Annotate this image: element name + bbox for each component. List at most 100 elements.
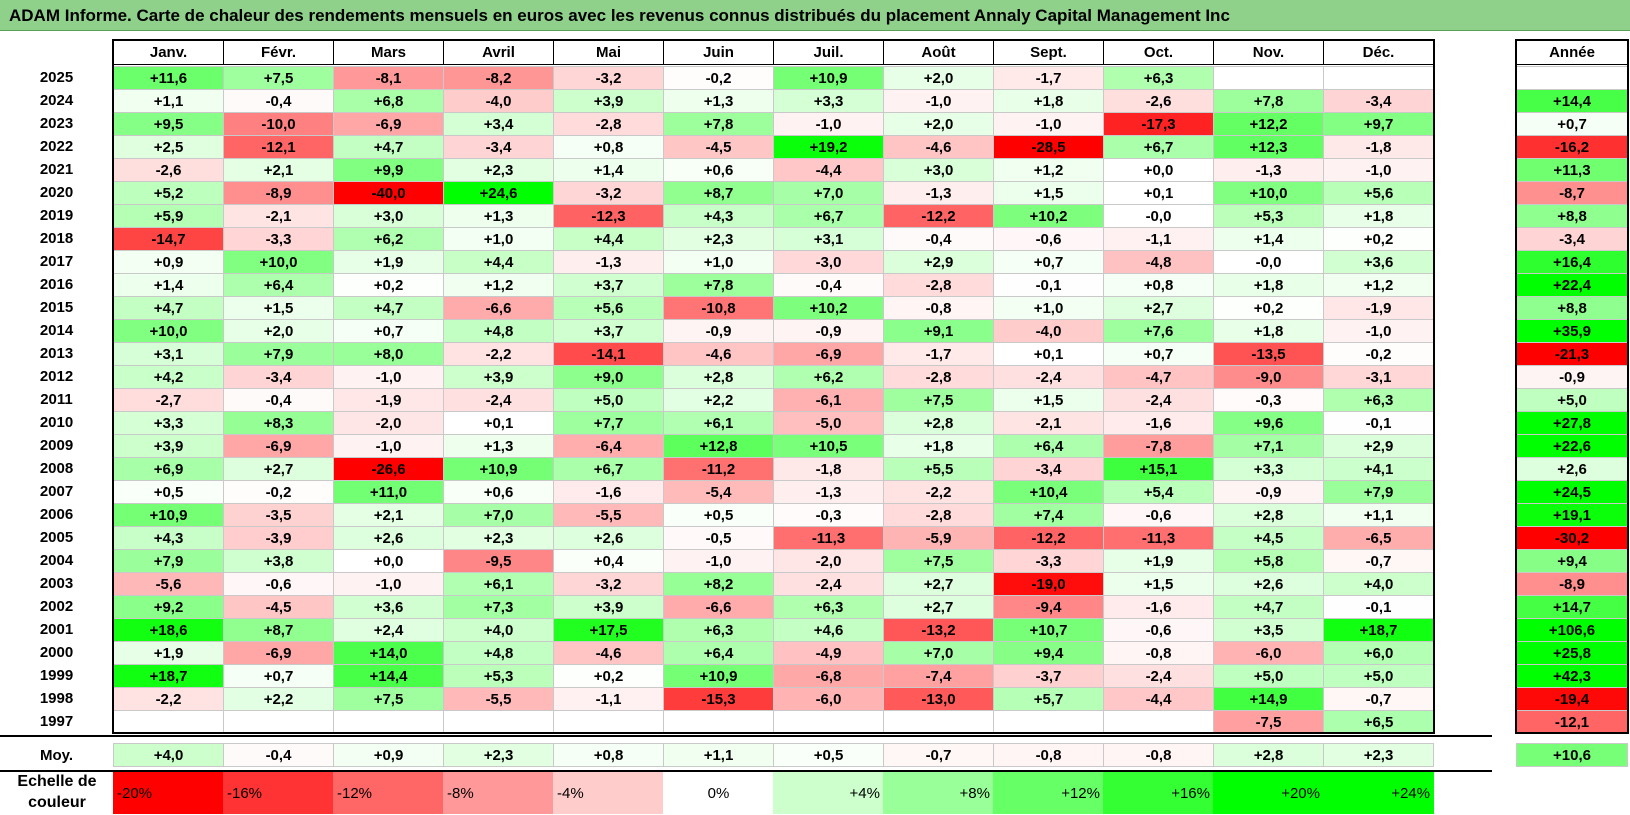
year-label: 2007 [39, 483, 74, 500]
annual-cell: +14,4 [1516, 89, 1628, 113]
heatmap-cell: -11,2 [663, 457, 774, 481]
annual-cell: +8,8 [1516, 296, 1628, 320]
heatmap-cell: +8,7 [663, 181, 774, 205]
color-scale-stop: +24% [1323, 772, 1434, 814]
heatmap-cell: -7,8 [1103, 434, 1214, 458]
average-cell: +0,9 [333, 743, 444, 767]
heatmap-cell: -13,5 [1213, 342, 1324, 366]
heatmap-cell: +5,2 [113, 181, 224, 205]
average-cell: +2,3 [1323, 743, 1434, 767]
heatmap-cell: -3,9 [223, 526, 334, 550]
heatmap-cell: -0,1 [1323, 595, 1434, 619]
heatmap-cell: +0,7 [223, 664, 334, 688]
annual-cell: +0,7 [1516, 112, 1628, 136]
heatmap-cell: +7,0 [773, 181, 884, 205]
year-label: 2005 [39, 529, 74, 546]
heatmap-cell: +3,7 [553, 273, 664, 297]
heatmap-cell: -4,6 [553, 641, 664, 665]
heatmap-cell: +24,6 [443, 181, 554, 205]
heatmap-cell: -0,7 [1323, 549, 1434, 573]
heatmap-cell: -1,0 [1323, 158, 1434, 182]
heatmap-cell: -26,6 [333, 457, 444, 481]
heatmap-cell: -1,7 [883, 342, 994, 366]
heatmap-cell: -11,3 [773, 526, 884, 550]
heatmap-cell: -3,4 [223, 365, 334, 389]
heatmap-cell: -6,4 [553, 434, 664, 458]
heatmap-cell: +10,4 [993, 480, 1104, 504]
heatmap-cell: +2,7 [883, 572, 994, 596]
heatmap-cell: -0,9 [663, 319, 774, 343]
average-label: Moy. [39, 746, 74, 764]
heatmap-cell: -1,0 [663, 549, 774, 573]
heatmap-cell: -1,0 [883, 89, 994, 113]
annual-cell: -3,4 [1516, 227, 1628, 251]
month-header: Avril [443, 40, 554, 65]
heatmap-cell: -0,0 [1103, 204, 1214, 228]
heatmap-cell: -1,8 [773, 457, 884, 481]
heatmap-cell: -1,9 [1323, 296, 1434, 320]
heatmap-cell: +0,7 [993, 250, 1104, 274]
heatmap-cell: +3,9 [113, 434, 224, 458]
heatmap-cell: +1,2 [443, 273, 554, 297]
heatmap-cell: -4,7 [1103, 365, 1214, 389]
heatmap-cell: -1,1 [553, 687, 664, 711]
heatmap-cell: -1,1 [1103, 227, 1214, 251]
heatmap-cell: +3,5 [1213, 618, 1324, 642]
heatmap-cell: -2,8 [553, 112, 664, 136]
heatmap-cell: -6,1 [773, 388, 884, 412]
heatmap-cell: -40,0 [333, 181, 444, 205]
month-header: Mai [553, 40, 664, 65]
heatmap-cell: +0,9 [113, 250, 224, 274]
heatmap-cell: -4,6 [883, 135, 994, 159]
annual-cell: +42,3 [1516, 664, 1628, 688]
heatmap-cell: +8,2 [663, 572, 774, 596]
month-header: Nov. [1213, 40, 1324, 65]
heatmap-cell: -1,0 [333, 365, 444, 389]
heatmap-cell: +5,4 [1103, 480, 1214, 504]
heatmap-cell: +8,0 [333, 342, 444, 366]
heatmap-cell: -12,1 [223, 135, 334, 159]
color-scale-stop: +16% [1103, 772, 1214, 814]
heatmap-cell: -5,0 [773, 411, 884, 435]
heatmap-cell: +2,8 [1213, 503, 1324, 527]
heatmap-cell: -13,2 [883, 618, 994, 642]
heatmap-cell: +7,8 [663, 273, 774, 297]
heatmap-cell: +5,0 [1213, 664, 1324, 688]
annual-cell: -8,9 [1516, 572, 1628, 596]
heatmap-cell: +0,1 [993, 342, 1104, 366]
year-label: 2023 [39, 115, 74, 132]
heatmap-cell: -3,5 [223, 503, 334, 527]
month-header: Sept. [993, 40, 1104, 65]
year-label: 2001 [39, 621, 74, 638]
heatmap-cell: +4,7 [333, 135, 444, 159]
heatmap-cell: -2,8 [883, 503, 994, 527]
heatmap-cell: -2,7 [113, 388, 224, 412]
month-header: Déc. [1323, 40, 1434, 65]
heatmap-cell: -5,5 [443, 687, 554, 711]
annual-cell: +24,5 [1516, 480, 1628, 504]
heatmap-cell [773, 710, 884, 734]
heatmap-cell: -10,0 [223, 112, 334, 136]
heatmap-cell: -6,6 [663, 595, 774, 619]
heatmap-cell: +2,8 [883, 411, 994, 435]
heatmap-cell: +7,4 [993, 503, 1104, 527]
annual-cell: -12,1 [1516, 710, 1628, 734]
year-label: 2021 [39, 161, 74, 178]
heatmap-cell: -0,6 [1103, 618, 1214, 642]
heatmap-cell: +5,6 [1323, 181, 1434, 205]
heatmap-cell: -0,2 [663, 66, 774, 90]
year-label: 2016 [39, 276, 74, 293]
annual-cell: +25,8 [1516, 641, 1628, 665]
heatmap-cell: +1,8 [883, 434, 994, 458]
year-label: 2015 [39, 299, 74, 316]
heatmap-cell: +3,1 [773, 227, 884, 251]
heatmap-cell: -2,4 [443, 388, 554, 412]
year-label: 1997 [39, 713, 74, 730]
average-separator-bottom [0, 770, 1492, 772]
heatmap-cell: -13,0 [883, 687, 994, 711]
heatmap-cell: -6,9 [333, 112, 444, 136]
heatmap-cell: +2,0 [883, 66, 994, 90]
annual-cell [1516, 66, 1628, 90]
year-label: 2009 [39, 437, 74, 454]
heatmap-cell: +12,8 [663, 434, 774, 458]
